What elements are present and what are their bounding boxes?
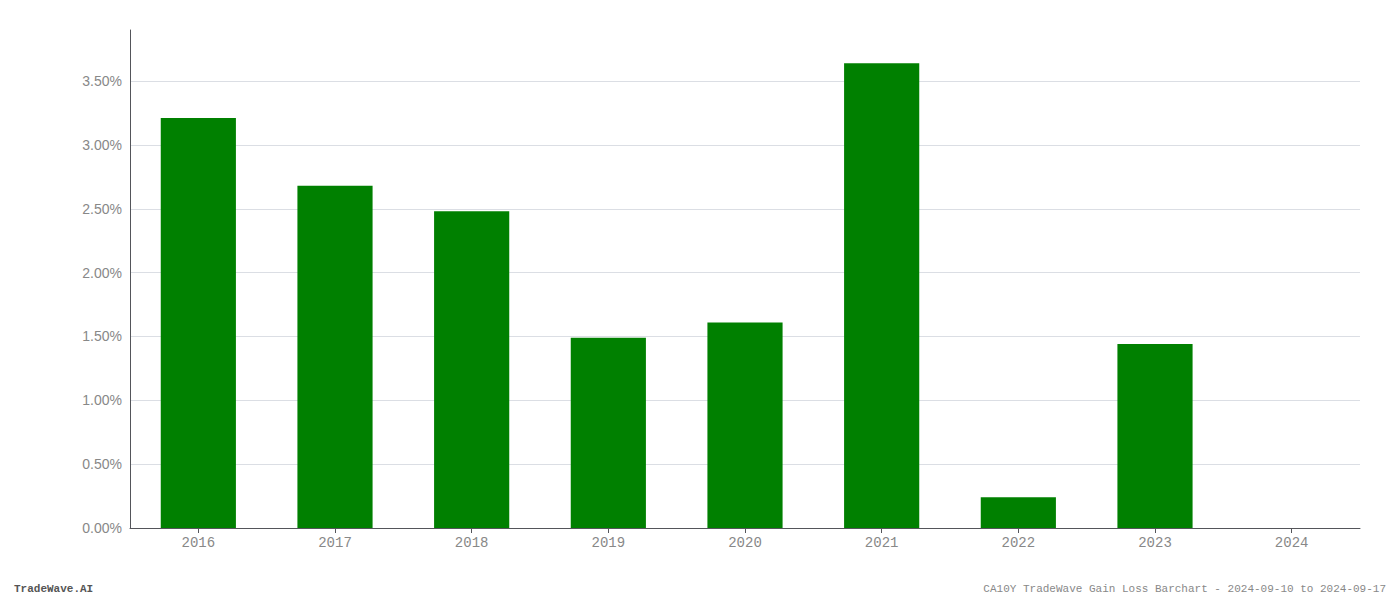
svg-text:2020: 2020 <box>728 535 762 551</box>
svg-text:0.50%: 0.50% <box>82 456 122 472</box>
svg-text:2023: 2023 <box>1138 535 1172 551</box>
svg-text:3.00%: 3.00% <box>82 137 122 153</box>
svg-text:2024: 2024 <box>1275 535 1309 551</box>
svg-text:2017: 2017 <box>318 535 352 551</box>
svg-text:0.00%: 0.00% <box>82 520 122 536</box>
svg-text:1.00%: 1.00% <box>82 392 122 408</box>
svg-text:2016: 2016 <box>182 535 216 551</box>
svg-text:2.50%: 2.50% <box>82 201 122 217</box>
svg-text:TradeWave.AI: TradeWave.AI <box>14 583 93 595</box>
svg-text:CA10Y TradeWave Gain Loss Barc: CA10Y TradeWave Gain Loss Barchart - 202… <box>983 583 1386 595</box>
svg-text:2021: 2021 <box>865 535 899 551</box>
svg-text:2018: 2018 <box>455 535 489 551</box>
svg-text:2.00%: 2.00% <box>82 265 122 281</box>
svg-text:2022: 2022 <box>1002 535 1036 551</box>
svg-text:2019: 2019 <box>592 535 626 551</box>
svg-text:1.50%: 1.50% <box>82 328 122 344</box>
svg-text:3.50%: 3.50% <box>82 73 122 89</box>
